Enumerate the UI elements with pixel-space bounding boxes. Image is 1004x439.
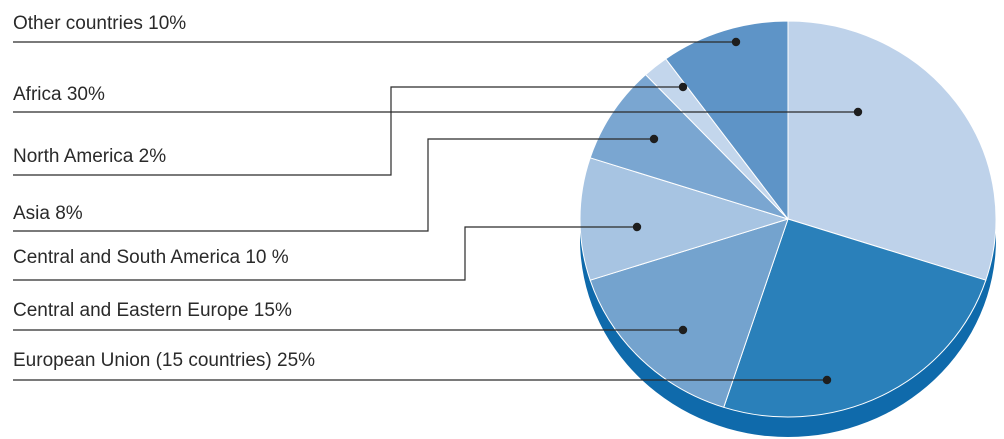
leader-lines bbox=[13, 37, 863, 385]
leader-dot-central-south-america bbox=[632, 222, 642, 232]
leader-dot-central-eastern-europe bbox=[678, 325, 688, 335]
label-north-america: North America 2% bbox=[13, 146, 166, 167]
label-other-countries: Other countries 10% bbox=[13, 13, 186, 34]
slice-labels: Other countries 10% Africa 30% North Ame… bbox=[13, 13, 315, 371]
leader-central-south-america bbox=[13, 226, 637, 281]
slice-asia bbox=[589, 74, 789, 220]
slice-central-eastern-europe bbox=[589, 218, 789, 408]
label-european-union: European Union (15 countries) 25% bbox=[13, 350, 315, 371]
slice-central-south-america bbox=[579, 157, 789, 281]
label-asia: Asia 8% bbox=[13, 203, 83, 224]
leader-dot-north-america bbox=[678, 82, 688, 92]
leader-north-america bbox=[13, 86, 683, 176]
leader-dot-africa bbox=[853, 107, 863, 117]
slice-other-countries bbox=[665, 20, 789, 220]
label-africa: Africa 30% bbox=[13, 84, 105, 105]
label-central-eastern-europe: Central and Eastern Europe 15% bbox=[13, 300, 292, 321]
slice-european-union bbox=[723, 218, 987, 418]
label-central-south-america: Central and South America 10 % bbox=[13, 247, 289, 268]
leader-dot-asia bbox=[649, 134, 659, 144]
leader-dot-european-union bbox=[822, 375, 832, 385]
leader-dot-other-countries bbox=[731, 37, 741, 47]
pie-slices bbox=[579, 20, 997, 418]
slice-africa bbox=[787, 20, 997, 281]
leader-asia bbox=[13, 138, 654, 232]
